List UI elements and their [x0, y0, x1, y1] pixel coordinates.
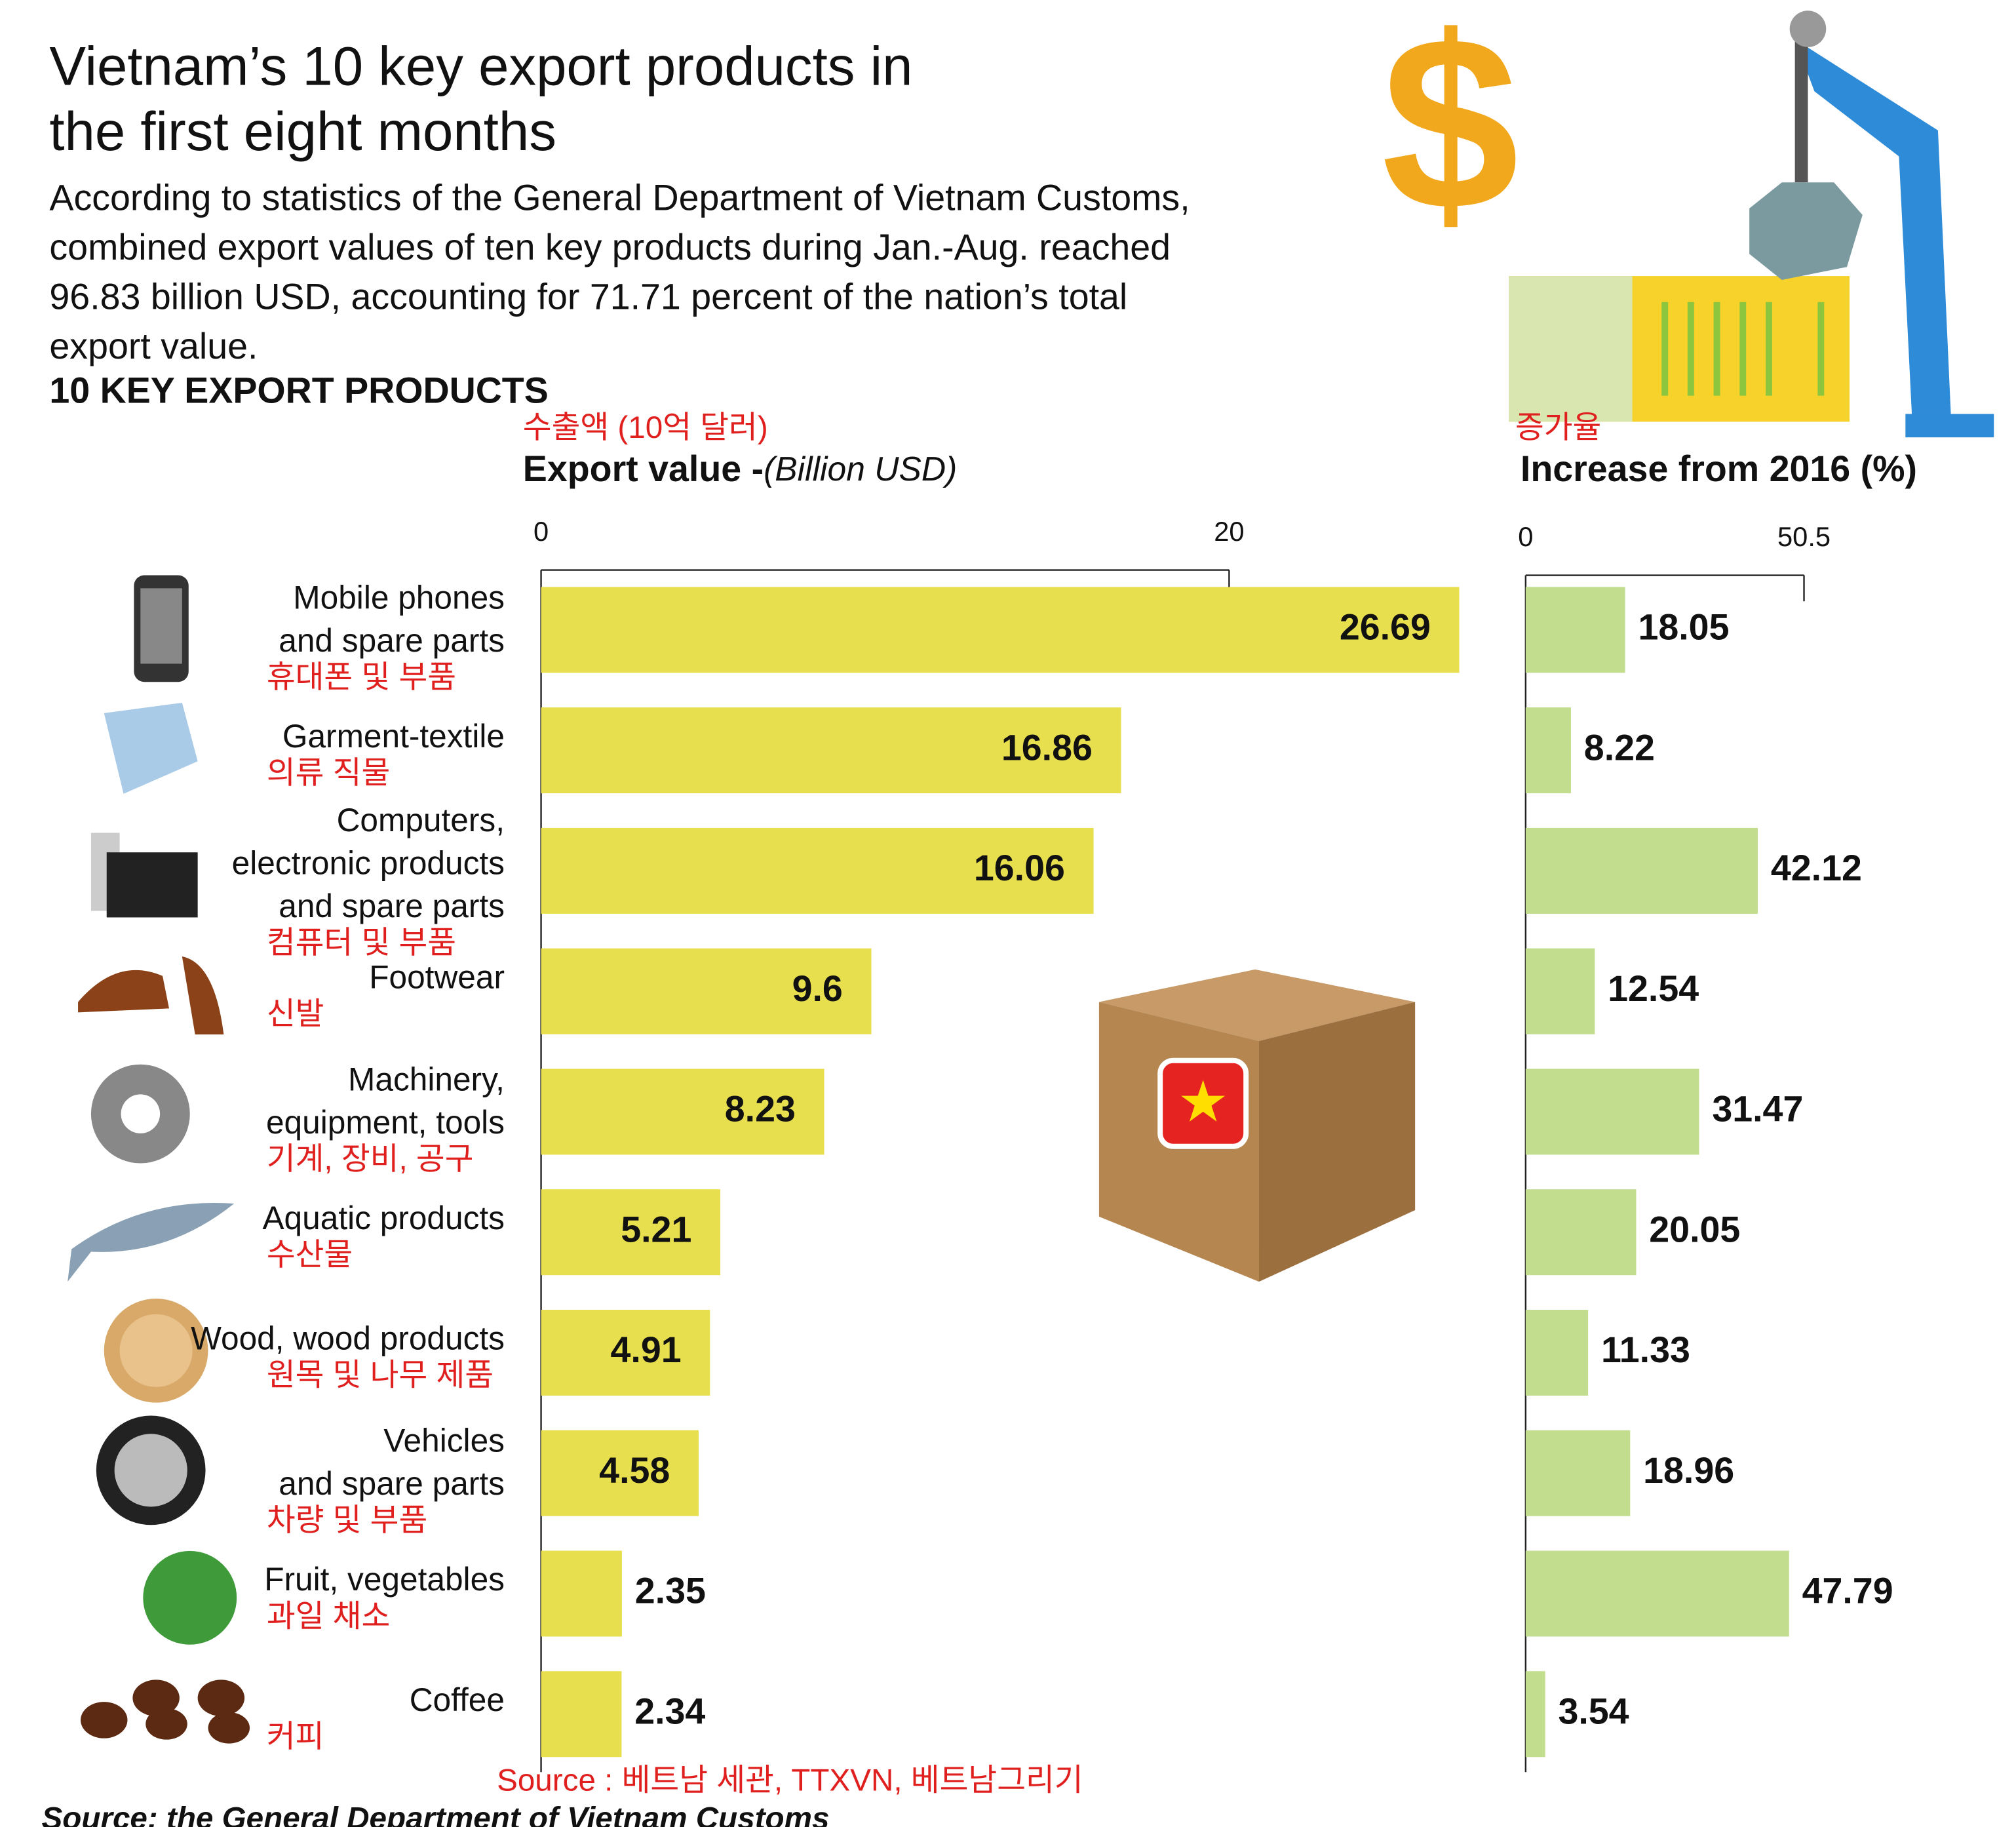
bar [541, 827, 1094, 914]
bar [1525, 1189, 1637, 1276]
value-label: 16.86 [1001, 727, 1093, 768]
category-label: Coffee [410, 1681, 505, 1718]
value-label: 9.6 [792, 968, 843, 1009]
value-label: 5.21 [621, 1209, 691, 1249]
bar [1525, 827, 1758, 914]
bar [541, 948, 872, 1034]
x-tick-label: 20 [1214, 516, 1244, 547]
axis-label-text: Export value - [523, 448, 764, 488]
title-line: Vietnam’s 10 key export products in [49, 36, 912, 97]
box-icon: ★ [1098, 969, 1416, 1282]
axis-unit: (Billion USD) [764, 449, 957, 487]
bar [541, 1430, 699, 1516]
category-label-ko: 수산물 [267, 1238, 353, 1272]
subtitle-line: According to statistics of the General D… [49, 178, 1190, 218]
bar [541, 1189, 721, 1276]
category-label-ko: 차량 및 부품 [267, 1503, 427, 1538]
value-label: 42.12 [1771, 848, 1862, 888]
bar [541, 1550, 622, 1637]
value-label: 4.91 [611, 1329, 682, 1370]
subtitle-line: 96.83 billion USD, accounting for 71.71 … [49, 276, 1127, 317]
svg-text:$: $ [1382, 0, 1519, 261]
bar [1525, 707, 1571, 794]
category-label: equipment, tools [266, 1104, 505, 1141]
category-label: Mobile phones [293, 579, 505, 616]
title-line: the first eight months [49, 101, 556, 162]
category-label: Aquatic products [262, 1200, 505, 1236]
category-label-ko: 커피 [267, 1719, 324, 1754]
axis-label: Export value -(Billion USD) [523, 448, 958, 488]
bar [1525, 1430, 1631, 1516]
value-label: 8.23 [725, 1089, 796, 1130]
value-label: 11.33 [1601, 1329, 1690, 1370]
bar [541, 1069, 824, 1155]
subtitle-line: combined export values of ten key produc… [49, 227, 1171, 267]
category-label: Computers, [337, 802, 505, 838]
x-tick-label: 0 [1518, 521, 1533, 552]
category-label: Garment-textile [282, 718, 505, 755]
category-label: electronic products [232, 845, 505, 882]
category-label-ko: 신발 [267, 996, 324, 1031]
axis-label: Increase from 2016 (%) [1521, 448, 1917, 488]
bar [541, 1671, 622, 1758]
crane-icon [1509, 10, 1994, 438]
bar [1525, 1309, 1589, 1396]
value-label: 20.05 [1649, 1209, 1740, 1249]
value-label: 4.58 [599, 1450, 670, 1491]
axis-label-ko: 수출액 (10억 달러) [523, 410, 768, 445]
section-title: 10 KEY EXPORT PRODUCTS [49, 370, 548, 410]
value-label: 2.34 [634, 1691, 705, 1731]
x-tick-label: 50.5 [1777, 521, 1831, 552]
category-label-ko: 원목 및 나무 제품 [267, 1358, 494, 1393]
bar [541, 587, 1460, 673]
dollar-icon: $ [1382, 0, 1519, 261]
category-label: Machinery, [348, 1061, 505, 1097]
axis-label-text: Increase from 2016 (%) [1521, 448, 1917, 488]
value-label: 12.54 [1608, 968, 1699, 1009]
category-label: and spare parts [279, 888, 505, 924]
value-label: 3.54 [1558, 1691, 1629, 1731]
category-label: Wood, wood products [191, 1320, 505, 1357]
category-label: Vehicles [383, 1423, 505, 1459]
category-label-ko: 컴퓨터 및 부품 [267, 926, 456, 960]
value-label: 47.79 [1802, 1571, 1893, 1611]
category-label-ko: 의류 직물 [267, 756, 390, 791]
bar [541, 707, 1121, 794]
bar [1525, 587, 1625, 673]
category-label: and spare parts [279, 1465, 505, 1502]
value-label: 8.22 [1584, 727, 1655, 768]
bar [1525, 1069, 1699, 1155]
value-label: 2.35 [635, 1571, 706, 1611]
subtitle-line: export value. [49, 326, 258, 366]
bar [1525, 1671, 1545, 1758]
value-label: 16.06 [974, 848, 1065, 888]
source-ko: Source : 베트남 세관, TTXVN, 베트남그리기 [497, 1763, 1083, 1798]
value-label: 18.05 [1638, 607, 1729, 648]
value-label: 18.96 [1643, 1450, 1734, 1491]
x-tick-label: 0 [533, 516, 549, 547]
bar [541, 1309, 710, 1396]
source: Source: the General Department of Vietna… [42, 1801, 830, 1827]
category-label: Fruit, vegetables [264, 1561, 505, 1598]
axis-label-ko: 증가율 [1515, 410, 1601, 445]
bar [1525, 1550, 1789, 1637]
category-label: and spare parts [279, 622, 505, 659]
product-icons [68, 575, 250, 1744]
value-label: 26.69 [1340, 607, 1431, 648]
bar [1525, 948, 1595, 1034]
category-label-ko: 기계, 장비, 공구 [267, 1142, 474, 1177]
category-label: Footwear [369, 958, 505, 995]
category-label-ko: 휴대폰 및 부품 [267, 660, 456, 695]
svg-text:★: ★ [1178, 1069, 1229, 1133]
value-label: 31.47 [1712, 1089, 1803, 1130]
category-label-ko: 과일 채소 [267, 1599, 390, 1634]
